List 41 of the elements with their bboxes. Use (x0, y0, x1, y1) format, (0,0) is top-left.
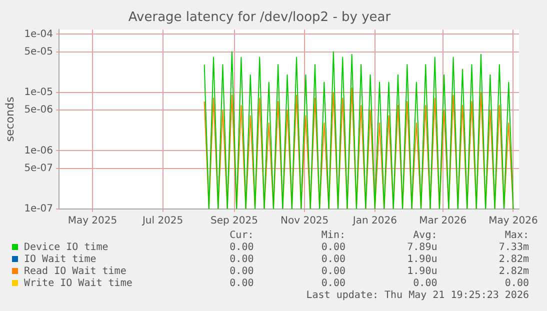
text: 2.82m (498, 266, 529, 278)
y-tick-label: 1e-05 (24, 87, 54, 98)
y-tick-label: 5e-07 (24, 162, 54, 174)
text: 1.90u (406, 266, 438, 278)
text: 0.00 (320, 266, 346, 278)
text: 7.33m (498, 242, 529, 254)
text: Max: (504, 230, 529, 242)
y-axis-title: seconds (3, 96, 16, 142)
text: 0.00 (320, 278, 346, 290)
y-tick-label: 1e-07 (24, 204, 54, 215)
x-tick-label: Nov 2025 (280, 216, 329, 227)
text: 0.00 (228, 278, 254, 290)
text: 0.00 (412, 278, 438, 290)
y-tick-label: 5e-05 (24, 46, 54, 58)
text: Last update: Thu May 21 19:25:23 2026 (305, 290, 529, 302)
legend-label: Write IO Wait time (24, 278, 132, 289)
text: Cur: (228, 230, 254, 242)
text: 1.90u (406, 254, 438, 266)
x-tick-label: May 2026 (488, 216, 538, 227)
text: Avg: (412, 230, 438, 242)
y-tick-label: 1e-06 (24, 145, 54, 156)
legend-label: Device IO time (24, 242, 108, 253)
x-tick-label: Jul 2025 (141, 216, 184, 227)
x-tick-label: May 2025 (68, 216, 118, 227)
text: 0.00 (228, 242, 254, 254)
text: Min: (320, 230, 346, 242)
y-tick-label: 1e-04 (24, 28, 54, 40)
text: 2.82m (498, 254, 529, 266)
legend-label: Read IO Wait time (24, 266, 126, 277)
text: 0.00 (320, 242, 346, 254)
x-tick-label: Jan 2026 (352, 216, 397, 227)
text: 7.89u (406, 242, 438, 254)
x-tick-label: Mar 2026 (419, 216, 467, 227)
legend-label: IO Wait time (24, 254, 96, 265)
y-tick-label: 5e-06 (24, 104, 54, 116)
x-tick-label: Sep 2025 (210, 216, 258, 227)
chart-title: Average latency for /dev/loop2 - by year (128, 10, 392, 26)
text: 0.00 (320, 254, 346, 266)
text: 0.00 (504, 278, 529, 290)
text: 0.00 (228, 254, 254, 266)
text: 0.00 (228, 266, 254, 278)
